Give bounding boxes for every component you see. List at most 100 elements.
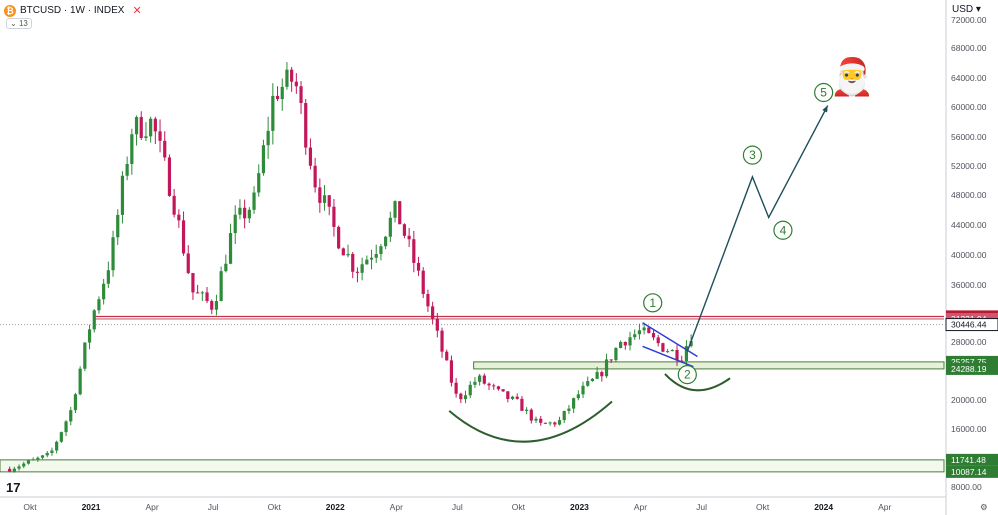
candle-body bbox=[59, 432, 63, 442]
candle-body bbox=[572, 398, 576, 409]
candle-body bbox=[459, 393, 463, 400]
bottom-support-band bbox=[0, 459, 945, 473]
time-tick-label: Apr bbox=[145, 502, 158, 512]
candle-body bbox=[487, 383, 491, 386]
candle-body bbox=[355, 271, 360, 273]
candle-body bbox=[402, 224, 407, 236]
wave-label-circle bbox=[742, 145, 763, 165]
candle-body bbox=[637, 330, 642, 335]
wave-label-circle bbox=[814, 82, 834, 103]
santa-emoji: 🎅 bbox=[830, 56, 875, 97]
candle-body bbox=[304, 103, 308, 148]
candle-body bbox=[609, 359, 613, 361]
candle-body bbox=[614, 348, 618, 361]
candle-body bbox=[322, 195, 327, 203]
candle-body bbox=[351, 253, 355, 272]
candle-body bbox=[22, 463, 26, 467]
candle-body bbox=[102, 283, 106, 300]
time-tick-label: Okt bbox=[268, 502, 282, 512]
candle-body bbox=[557, 420, 562, 425]
candle-body bbox=[271, 95, 275, 131]
candle-body bbox=[111, 237, 115, 271]
candle-body bbox=[482, 375, 486, 384]
candle-body bbox=[492, 385, 496, 387]
candle-body bbox=[224, 263, 228, 272]
wave-label: 5 bbox=[820, 86, 827, 100]
price-tick-label: 48000.00 bbox=[951, 190, 987, 200]
time-tick-label: 2023 bbox=[570, 502, 589, 512]
indicator-toggle[interactable]: ⌄ 13 bbox=[6, 18, 32, 29]
price-tick-label: 72000.00 bbox=[951, 15, 987, 25]
candle-body bbox=[468, 384, 472, 396]
candle-body bbox=[548, 422, 552, 424]
price-tick-label: 36000.00 bbox=[951, 280, 987, 290]
drawings: 1 2 3 4 5 🎅 bbox=[448, 56, 875, 443]
candle-body bbox=[50, 450, 54, 453]
indicator-count: 13 bbox=[18, 19, 28, 28]
candle-body bbox=[332, 206, 336, 227]
candle-body bbox=[369, 257, 374, 260]
candle-body bbox=[83, 342, 87, 369]
time-axis[interactable]: Okt 2021 Apr Jul Okt 2022 Apr Jul Okt 2023 Apr Jul O… bbox=[0, 480, 988, 512]
candle-body bbox=[689, 341, 693, 347]
candle-body bbox=[31, 459, 35, 461]
candle-body bbox=[196, 292, 200, 294]
time-tick-label: Apr bbox=[390, 502, 403, 512]
candle-body bbox=[651, 333, 656, 338]
candle-body bbox=[116, 214, 120, 238]
wedge-lower-line bbox=[642, 345, 694, 368]
candle-body bbox=[17, 466, 21, 469]
price-label-text: 11741.48 bbox=[951, 455, 986, 465]
candle-body bbox=[506, 391, 510, 399]
time-tick-label: 2022 bbox=[326, 502, 345, 512]
candle-body bbox=[130, 134, 134, 164]
candle-body bbox=[365, 259, 369, 265]
candle-body bbox=[581, 385, 585, 395]
candle-body bbox=[525, 409, 529, 411]
candle-body bbox=[510, 396, 515, 399]
candle-body bbox=[26, 460, 31, 464]
candle-body bbox=[275, 95, 280, 100]
candle-body bbox=[496, 386, 501, 390]
candle-body bbox=[398, 201, 402, 225]
projection-arrowhead bbox=[822, 105, 828, 113]
candle-body bbox=[515, 396, 519, 399]
wave-label-circle bbox=[773, 220, 793, 240]
wave-projection-path bbox=[686, 105, 829, 352]
time-tick-label: Okt bbox=[23, 502, 37, 512]
candle-body bbox=[567, 408, 571, 411]
gear-icon: ⚙ bbox=[980, 502, 988, 512]
symbol-label: BTCUSD · 1W · INDEX bbox=[20, 5, 125, 16]
candle-body bbox=[435, 318, 439, 331]
candle-body bbox=[445, 351, 449, 361]
price-tick-label: 20000.00 bbox=[951, 395, 987, 405]
candle-body bbox=[78, 368, 82, 395]
candle-body bbox=[426, 293, 430, 307]
candle-body bbox=[619, 342, 623, 349]
candle-body bbox=[529, 409, 533, 421]
symbol-header[interactable]: ₿ BTCUSD · 1W · INDEX ✕ bbox=[4, 4, 142, 17]
candle-body bbox=[92, 310, 96, 330]
price-tick-label: 52000.00 bbox=[951, 161, 987, 171]
candle-body bbox=[12, 468, 16, 472]
price-tick-label: 8000.00 bbox=[951, 482, 982, 492]
candle-body bbox=[261, 145, 266, 174]
price-tick-label: 28000.00 bbox=[951, 337, 987, 347]
wave-label-circle bbox=[677, 365, 697, 385]
price-axis[interactable]: 72000.00 68000.00 64000.00 60000.00 56000.00… bbox=[945, 0, 998, 515]
time-tick-label: Jul bbox=[696, 502, 707, 512]
candlesticks bbox=[8, 62, 693, 473]
tradingview-logo: 17 bbox=[6, 480, 20, 495]
candle-body bbox=[656, 337, 660, 344]
currency-label[interactable]: USD ▾ bbox=[952, 4, 981, 15]
candle-body bbox=[642, 327, 646, 331]
candle-body bbox=[416, 262, 421, 271]
candle-body bbox=[120, 175, 125, 215]
close-icon[interactable]: ✕ bbox=[132, 5, 142, 17]
candle-body bbox=[670, 349, 674, 352]
price-tick-label: 40000.00 bbox=[951, 250, 987, 260]
candle-body bbox=[257, 173, 261, 193]
candle-body bbox=[8, 468, 12, 472]
candle-body bbox=[393, 201, 397, 218]
